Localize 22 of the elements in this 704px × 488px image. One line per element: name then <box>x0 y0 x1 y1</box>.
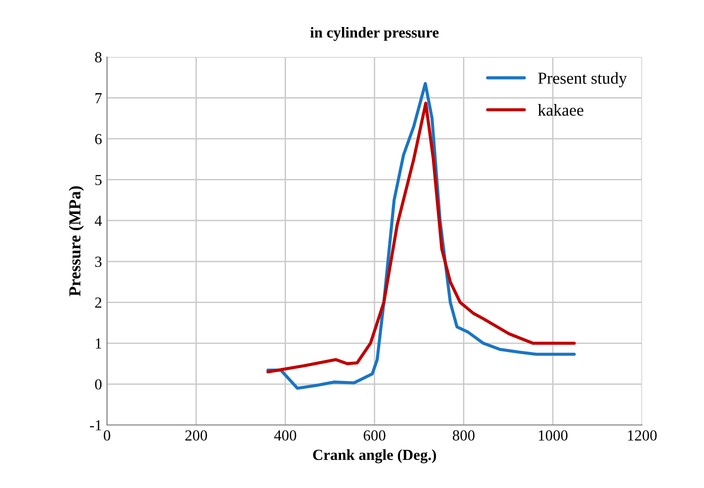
x-axis-title: Crank angle (Deg.) <box>313 449 436 464</box>
x-tick-label: 600 <box>364 430 386 441</box>
y-axis-title: Pressure (MPa) <box>68 186 84 296</box>
y-tick-label: 0 <box>95 379 102 390</box>
y-tick-label: 6 <box>95 134 102 144</box>
y-tick-label: 7 <box>96 93 102 104</box>
x-tick-label: 200 <box>185 430 208 441</box>
y-tick-label: 3 <box>95 256 102 267</box>
y-tick-label: 2 <box>95 298 102 308</box>
y-tick-label: 4 <box>94 216 102 226</box>
x-tick-label: 0 <box>104 430 110 441</box>
legend-label: Present study <box>538 72 627 88</box>
y-tick-label: -1 <box>90 420 102 430</box>
x-tick-label: 1200 <box>628 430 657 441</box>
legend-label: kakaee <box>538 104 584 116</box>
y-tick-label: 5 <box>95 174 102 186</box>
x-tick-label: 800 <box>452 430 475 441</box>
x-tick-label: 400 <box>274 430 296 441</box>
y-tick-label: 1 <box>96 338 102 349</box>
y-tick-label: 8 <box>95 52 102 62</box>
x-tick-label: 1000 <box>538 430 568 441</box>
chart-title: in cylinder pressure <box>310 26 439 41</box>
